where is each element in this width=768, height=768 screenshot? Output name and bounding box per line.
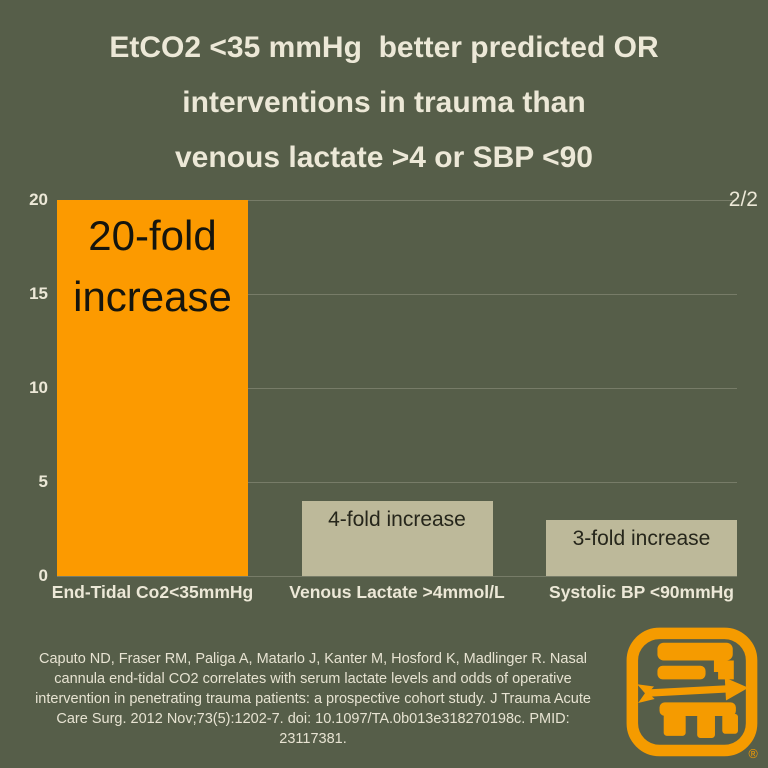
- bar-1: 20-fold increase: [57, 200, 248, 576]
- page-title: EtCO2 <35 mmHg better predicted OR inter…: [0, 20, 768, 185]
- y-tick-label: 15: [29, 284, 48, 303]
- logo-letter-c: [657, 642, 734, 680]
- citation-line-2: cannula end-tidal CO2 correlates with se…: [54, 671, 572, 687]
- logo: ®: [625, 626, 761, 762]
- bar-3: 3-fold increase: [546, 519, 737, 576]
- logo-letter-e: [659, 702, 738, 738]
- title-line-3: venous lactate >4 or SBP <90: [175, 141, 593, 174]
- citation-line-3: intervention in penetrating trauma patie…: [35, 691, 591, 707]
- y-tick-label: 5: [38, 472, 48, 491]
- bar-value-label: 4-fold increase: [328, 507, 466, 531]
- logo-border: [626, 627, 758, 757]
- gridline: [57, 200, 737, 201]
- bar-value-label: 3-fold increase: [572, 526, 711, 550]
- citation: Caputo ND, Fraser RM, Paliga A, Matarlo …: [24, 649, 602, 749]
- registered-trademark-symbol: ®: [748, 747, 758, 761]
- y-tick-label: 20: [29, 190, 48, 209]
- y-tick-label: 0: [38, 566, 48, 585]
- x-category-label: Venous Lactate >4mmol/L: [289, 582, 505, 602]
- title-line-1: EtCO2 <35 mmHg better predicted OR: [109, 31, 659, 64]
- gridline: [57, 294, 737, 295]
- gridline: [57, 576, 737, 577]
- citation-line-4: Care Surg. 2012 Nov;73(5):1202-7. doi: 1…: [56, 711, 570, 747]
- ce-arrow-logo: ®: [626, 627, 758, 761]
- gridline: [57, 388, 737, 389]
- bar-value-label: 20-fold increase: [73, 212, 232, 320]
- x-category-label: Systolic BP <90mmHg: [549, 582, 734, 602]
- title-line-2: interventions in trauma than: [182, 86, 586, 119]
- logo-arrow: [637, 677, 749, 704]
- y-tick-label: 10: [29, 378, 48, 397]
- x-category-label: End-Tidal Co2<35mmHg: [51, 582, 254, 602]
- page-indicator: 2/2: [728, 188, 758, 211]
- bar-2: 4-fold increase: [301, 500, 493, 576]
- citation-line-1: Caputo ND, Fraser RM, Paliga A, Matarlo …: [39, 651, 587, 667]
- gridline: [57, 482, 737, 483]
